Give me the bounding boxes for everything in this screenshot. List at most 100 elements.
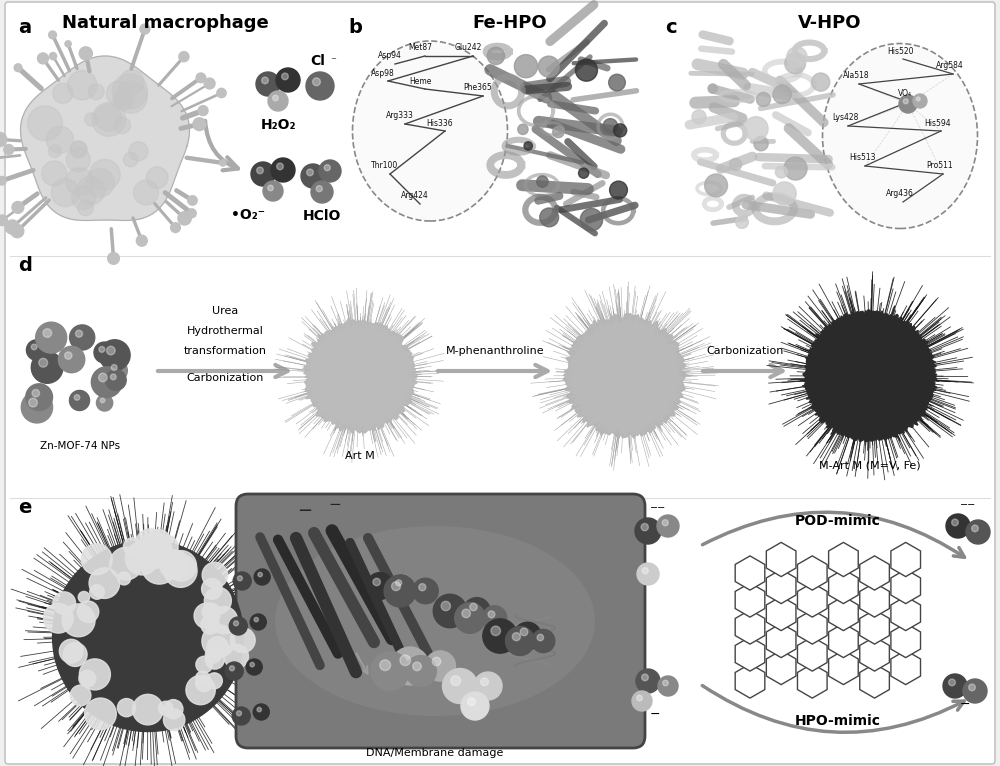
Circle shape [86,169,114,197]
Circle shape [254,569,270,585]
Circle shape [224,644,248,669]
Text: His520: His520 [887,47,913,55]
Circle shape [146,167,168,188]
Circle shape [0,215,7,225]
Circle shape [537,176,548,188]
Circle shape [913,94,927,108]
Text: Arg424: Arg424 [401,192,429,201]
Text: Carbonization: Carbonization [706,346,784,356]
Circle shape [384,575,416,607]
Circle shape [775,166,787,178]
Circle shape [89,159,120,190]
Circle shape [236,711,242,715]
Circle shape [237,576,242,581]
Text: d: d [18,256,32,275]
Circle shape [202,578,222,599]
Circle shape [468,698,475,705]
Circle shape [451,676,461,686]
Circle shape [29,398,37,407]
Circle shape [72,185,95,210]
Text: Art M: Art M [345,451,375,461]
FancyBboxPatch shape [5,2,995,764]
Circle shape [171,553,183,565]
Circle shape [206,673,222,689]
Circle shape [276,68,300,92]
Circle shape [140,24,150,34]
Text: HClO: HClO [303,209,341,223]
Text: e: e [18,498,31,517]
Circle shape [171,223,180,233]
Ellipse shape [275,526,595,716]
Circle shape [147,530,171,554]
Circle shape [74,394,80,401]
Text: His594: His594 [925,119,951,127]
Text: Met87: Met87 [408,44,432,53]
Circle shape [58,346,85,373]
Text: M-Art M (M=V, Fe): M-Art M (M=V, Fe) [819,461,921,471]
Circle shape [744,116,768,141]
Circle shape [614,124,627,137]
Circle shape [51,178,79,207]
Circle shape [49,31,56,39]
Circle shape [966,520,990,544]
Text: His336: His336 [427,119,453,127]
Circle shape [306,72,334,100]
Circle shape [575,59,597,81]
Circle shape [91,367,122,398]
Circle shape [94,342,115,363]
Polygon shape [304,318,417,433]
Circle shape [123,152,138,167]
Text: −: − [960,698,970,711]
Polygon shape [563,313,687,439]
Circle shape [178,211,191,225]
Circle shape [31,352,63,383]
Text: −: − [650,708,660,721]
Circle shape [196,656,213,673]
Circle shape [658,676,678,696]
Circle shape [413,662,421,671]
Circle shape [26,384,53,411]
Circle shape [400,655,411,666]
Text: M-phenanthroline: M-phenanthroline [446,346,544,356]
Circle shape [43,329,52,337]
Circle shape [470,604,477,611]
Circle shape [114,117,131,133]
Text: POD-mimic: POD-mimic [795,514,881,528]
Text: Thr100: Thr100 [371,162,399,171]
Circle shape [77,176,105,205]
Circle shape [663,680,668,686]
Circle shape [42,161,67,186]
Circle shape [371,652,409,690]
Circle shape [949,679,955,686]
Text: V-HPO: V-HPO [798,14,862,32]
Circle shape [474,672,502,700]
Circle shape [46,126,74,153]
Circle shape [117,699,136,717]
Circle shape [391,575,412,597]
Circle shape [196,675,212,692]
Circle shape [637,563,659,585]
Circle shape [110,374,116,380]
Circle shape [963,679,987,703]
Circle shape [196,671,210,686]
Circle shape [488,611,495,617]
Circle shape [220,160,226,166]
Circle shape [229,666,234,671]
Text: Asp94: Asp94 [378,51,402,61]
Text: Glu242: Glu242 [454,44,482,53]
Circle shape [307,169,313,175]
Circle shape [100,398,105,403]
Ellipse shape [822,44,978,228]
Circle shape [952,519,958,525]
Text: VO₄: VO₄ [898,90,912,99]
Circle shape [66,148,90,172]
Circle shape [44,604,73,633]
Circle shape [540,208,559,227]
Circle shape [69,391,90,411]
Text: His513: His513 [849,153,875,162]
Circle shape [4,145,14,155]
Circle shape [730,159,742,171]
Circle shape [282,73,288,80]
Circle shape [641,523,648,531]
Circle shape [53,592,76,614]
